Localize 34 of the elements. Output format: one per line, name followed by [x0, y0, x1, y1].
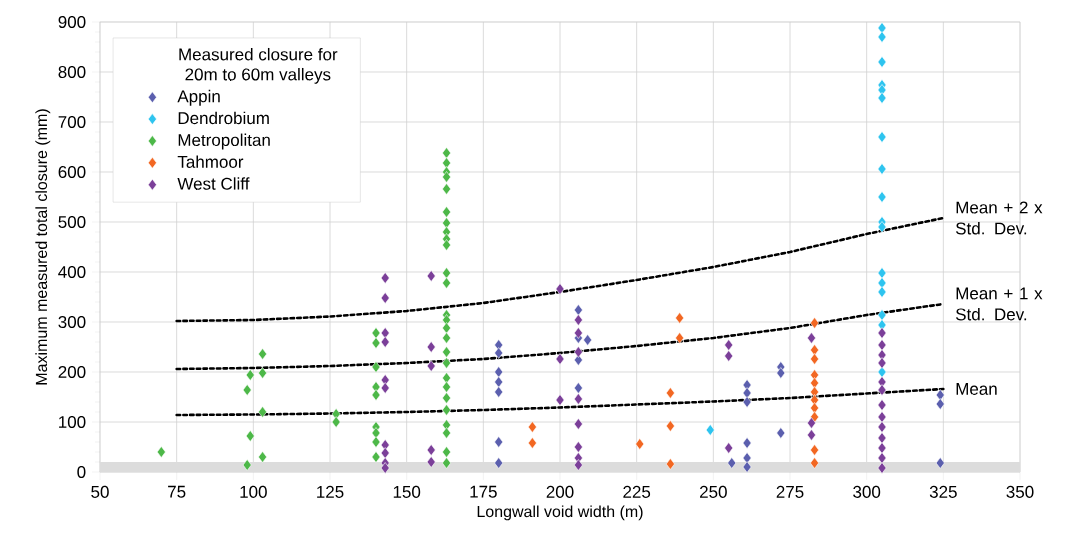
x-tick-label: 200	[546, 485, 574, 498]
y-tick-label: 400	[58, 265, 86, 279]
x-tick-label: 225	[623, 485, 651, 498]
x-tick-label: 75	[168, 485, 186, 498]
x-tick-label: 100	[240, 485, 267, 498]
x-axis-title: Longwall void width (m)	[477, 505, 643, 521]
legend-label: Dendrobium	[178, 111, 269, 125]
x-tick-label: 350	[1006, 485, 1034, 498]
x-tick-label: 125	[317, 485, 344, 498]
legend-label: Tahmoor	[177, 155, 244, 168]
x-tick-label: 50	[91, 485, 109, 498]
x-tick-label: 250	[700, 485, 727, 498]
y-tick-label: 300	[58, 315, 86, 329]
x-tick-label: 275	[776, 485, 804, 498]
series-label: Mean	[956, 383, 997, 395]
x-tick-label: 175	[470, 485, 497, 498]
y-tick-label: 900	[58, 15, 86, 29]
y-tick-label: 600	[58, 165, 86, 179]
x-tick-label: 325	[929, 485, 957, 498]
legend-label: West Cliff	[177, 177, 250, 190]
x-tick-label: 150	[393, 485, 421, 498]
y-tick-label: 0	[77, 465, 86, 479]
y-axis-title: Maximum measured total closure (mm)	[35, 109, 51, 385]
x-tick-label: 300	[853, 485, 881, 498]
y-tick-label: 800	[58, 65, 86, 79]
y-tick-label: 700	[58, 115, 86, 129]
y-tick-label: 200	[58, 365, 86, 379]
series-label: Mean + 2 x Std. Dev.	[955, 201, 1043, 235]
y-tick-label: 100	[59, 415, 86, 429]
series-label: Mean + 1 x Std. Dev.	[955, 287, 1043, 321]
legend-label: Appin	[177, 89, 220, 106]
legend-label: Metropolitan	[178, 133, 270, 150]
legend-title: Measured closure for 20m to 60m valleys	[179, 47, 338, 84]
y-tick-label: 500	[58, 215, 86, 229]
